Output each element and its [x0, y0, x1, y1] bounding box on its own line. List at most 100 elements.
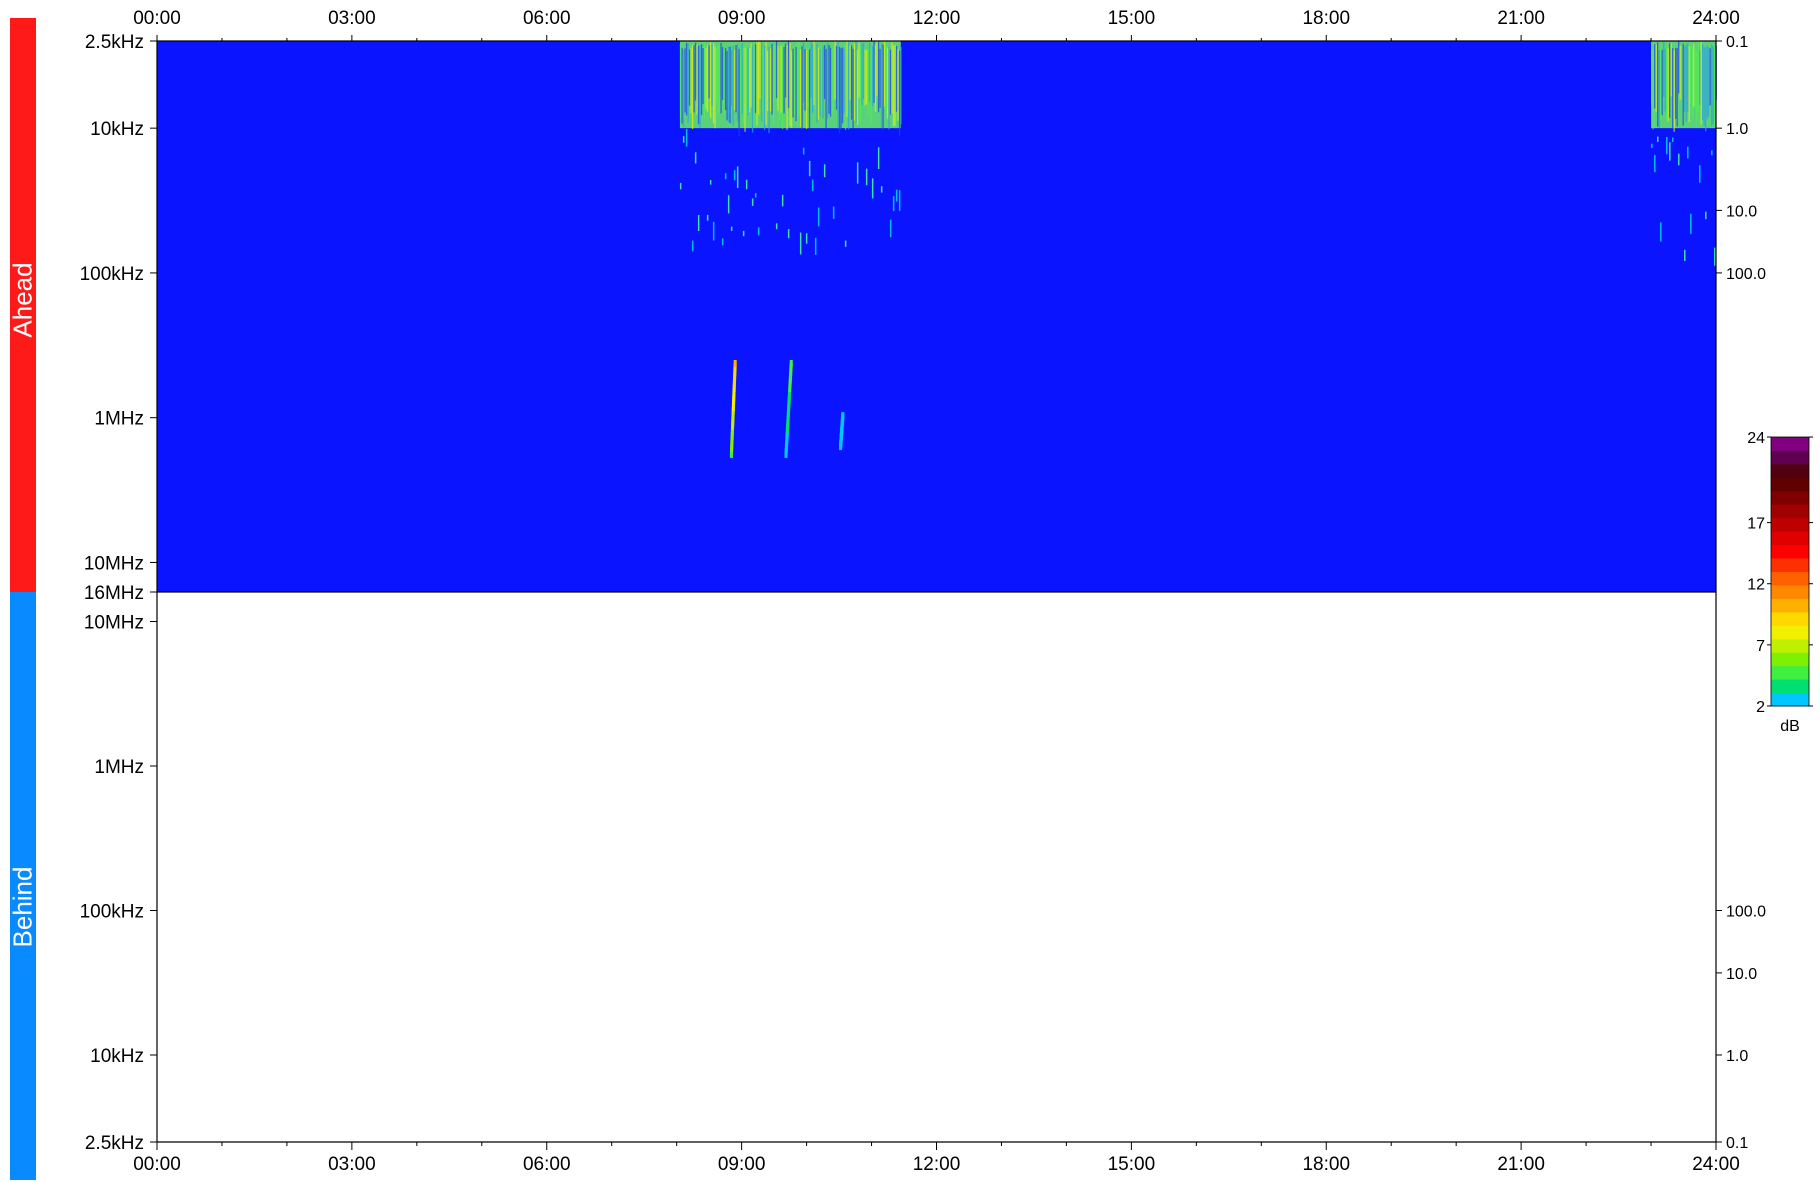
bottom-time-tick-label: 06:00	[523, 1154, 571, 1175]
bottom-time-tick-label: 03:00	[328, 1154, 376, 1175]
noise-streak	[811, 44, 814, 114]
noise-streak	[831, 46, 833, 117]
noise-streak	[706, 45, 709, 112]
noise-speck	[697, 215, 700, 231]
behind-right-tick-label: 10.0	[1726, 966, 1757, 983]
noise-streak	[766, 50, 769, 111]
noise-streak	[709, 42, 712, 118]
noise-speck	[1690, 213, 1692, 234]
noise-streak	[897, 49, 899, 121]
noise-streak	[757, 41, 760, 115]
noise-streak	[727, 46, 730, 123]
noise-streak	[742, 47, 745, 124]
behind-frequency-tick-label: 10kHz	[90, 1046, 144, 1067]
noise-streak	[682, 49, 685, 127]
noise-streak	[696, 44, 698, 115]
colorbar-tick-label: 7	[1756, 638, 1765, 655]
noise-streak	[900, 46, 902, 125]
noise-streak	[1703, 46, 1705, 127]
noise-streak	[838, 46, 841, 134]
noise-speck	[730, 226, 733, 231]
ahead-right-scale: 0.1 1.0 10.0 100.0	[1716, 34, 1766, 283]
noise-speck	[736, 166, 739, 189]
noise-streak	[699, 45, 701, 129]
colorbar-segment	[1771, 692, 1809, 707]
ahead-right-tick-label: 10.0	[1726, 203, 1757, 220]
noise-speck	[694, 152, 697, 164]
noise-streak	[1652, 50, 1654, 130]
noise-speck	[898, 190, 901, 211]
noise-streak	[862, 42, 865, 99]
ahead-right-tick-label: 0.1	[1726, 34, 1748, 51]
noise-streak	[1699, 50, 1701, 106]
noise-streak	[708, 45, 710, 99]
noise-streak	[876, 41, 878, 96]
noise-speck	[892, 196, 895, 212]
noise-streak	[886, 47, 889, 119]
noise-streak	[769, 48, 772, 112]
noise-streak	[744, 47, 746, 132]
noise-speck	[691, 240, 694, 252]
noise-streak	[1708, 46, 1710, 117]
bottom-time-tick-label: 12:00	[913, 1154, 961, 1175]
noise-streak	[822, 46, 824, 119]
noise-streak	[759, 41, 761, 99]
noise-speck	[757, 227, 760, 236]
behind-frequency-tick-label: 10MHz	[84, 612, 144, 633]
noise-streak	[1684, 46, 1686, 113]
behind-right-tick-label: 1.0	[1726, 1048, 1748, 1065]
noise-speck	[1660, 222, 1662, 242]
noise-streak	[817, 47, 820, 120]
noise-streak	[1675, 48, 1677, 119]
noise-speck	[727, 195, 730, 214]
noise-streak	[1667, 48, 1669, 122]
noise-streak	[781, 44, 784, 129]
noise-speck	[1651, 143, 1653, 148]
noise-streak	[765, 41, 767, 126]
colorbar-segment	[1771, 490, 1809, 505]
burst-pixel	[789, 359, 793, 367]
top-time-tick-label: 12:00	[913, 8, 961, 29]
noise-streak	[1673, 50, 1675, 132]
colorbar-tick-label: 24	[1747, 430, 1765, 447]
noise-streak	[745, 42, 748, 115]
noise-streak	[1687, 43, 1689, 113]
burst-pixel	[733, 359, 737, 367]
noise-streak	[829, 47, 832, 117]
noise-streak	[882, 44, 884, 131]
noise-streak	[790, 50, 793, 128]
colorbar-segment	[1771, 584, 1809, 599]
noise-streak	[1709, 48, 1711, 106]
noise-streak	[1669, 43, 1671, 118]
noise-streak	[819, 49, 821, 117]
noise-streak	[805, 49, 808, 129]
noise-streak	[703, 41, 706, 119]
noise-speck	[751, 198, 754, 206]
noise-streak	[1654, 44, 1656, 109]
noise-streak	[715, 47, 718, 102]
noise-streak	[841, 47, 844, 124]
noise-streak	[870, 49, 872, 125]
noise-streak	[772, 46, 775, 123]
noise-streak	[858, 42, 860, 98]
colorbar: 2 7 12 17 24 dB	[1747, 430, 1813, 735]
noise-streak	[748, 47, 751, 113]
colorbar-segment	[1771, 544, 1809, 559]
noise-speck	[1657, 136, 1659, 143]
noise-streak	[874, 44, 877, 112]
noise-streak	[1712, 46, 1714, 125]
noise-streak	[739, 49, 742, 113]
noise-speck	[802, 147, 805, 155]
bottom-time-tick-label: 00:00	[133, 1154, 181, 1175]
noise-speck	[1654, 155, 1656, 173]
noise-streak	[702, 48, 704, 105]
noise-streak	[844, 45, 847, 130]
noise-streak	[760, 42, 763, 122]
noise-streak	[1705, 47, 1707, 132]
noise-streak	[721, 47, 724, 100]
bottom-time-tick-label: 09:00	[718, 1154, 766, 1175]
noise-streak	[867, 47, 869, 115]
colorbar-segment	[1771, 463, 1809, 478]
noise-streak	[705, 47, 707, 110]
noise-speck	[1684, 249, 1686, 261]
